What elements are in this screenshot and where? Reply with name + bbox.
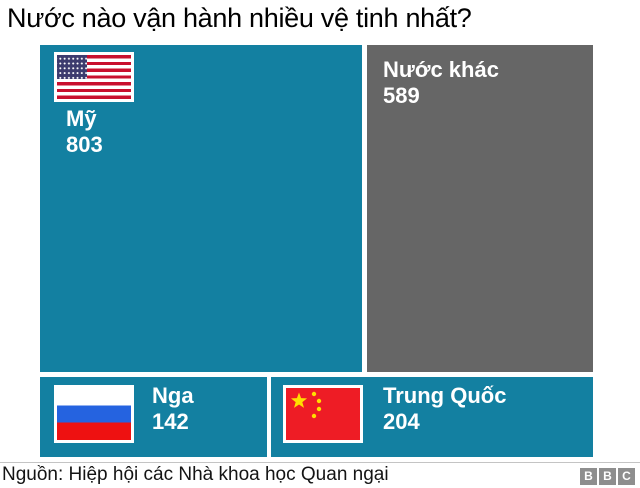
block-label-russia: Nga xyxy=(152,383,194,408)
block-value-usa: 803 xyxy=(66,132,103,157)
block-label-group-russia: Nga 142 xyxy=(152,383,194,435)
treemap-block-russia: Nga 142 xyxy=(40,377,267,457)
treemap-block-usa: Mỹ 803 xyxy=(40,45,362,372)
block-label-china: Trung Quốc xyxy=(383,383,507,408)
block-value-china: 204 xyxy=(383,409,420,434)
china-flag-icon xyxy=(283,385,363,443)
bbc-logo-letter-c: C xyxy=(618,468,635,485)
block-label-group-usa: Mỹ 803 xyxy=(66,106,103,158)
chart-title: Nước nào vận hành nhiều vệ tinh nhất? xyxy=(7,3,472,33)
block-label-others: Nước khác xyxy=(383,57,499,82)
russia-flag-icon xyxy=(54,385,134,443)
usa-flag-icon xyxy=(54,52,134,102)
block-label-group-china: Trung Quốc 204 xyxy=(383,383,506,435)
usa-flag-canton xyxy=(57,55,87,79)
bbc-logo-letter-b2: B xyxy=(599,468,616,485)
bbc-logo: B B C xyxy=(580,468,635,485)
block-value-others: 589 xyxy=(383,83,420,108)
footer-divider xyxy=(0,462,640,463)
bbc-logo-letter-b1: B xyxy=(580,468,597,485)
treemap-block-china: Trung Quốc 204 xyxy=(271,377,593,457)
treemap-block-others: Nước khác 589 xyxy=(367,45,593,372)
block-value-russia: 142 xyxy=(152,409,189,434)
block-label-group-others: Nước khác 589 xyxy=(383,57,499,109)
block-label-usa: Mỹ xyxy=(66,106,97,131)
source-text: Nguồn: Hiệp hội các Nhà khoa học Quan ng… xyxy=(2,464,389,485)
treemap-chart: Mỹ 803 Nước khác 589 Nga 142 xyxy=(40,45,593,457)
